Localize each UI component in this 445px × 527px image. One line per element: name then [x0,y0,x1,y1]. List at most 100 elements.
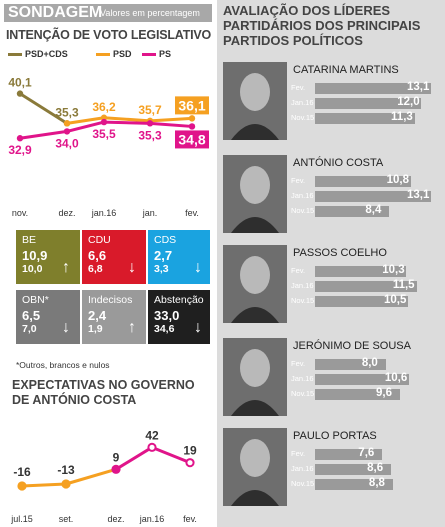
data-label: 34,8 [178,131,205,147]
party-box: OBN* 6,5 7,0 ↓ [16,290,80,344]
data-label: 35,3 [138,128,162,142]
arrow-down-icon: ↓ [194,319,202,336]
x-tick-label: dez. [58,208,75,218]
data-point [63,128,71,135]
party-box: Indecisos 2,4 1,9 ↑ [82,290,146,344]
rating-value: 8,0 [361,357,378,369]
x-tick-label: jul.15 [10,514,33,524]
legend-label: PS [159,49,172,59]
legend-label: PSD [113,49,132,59]
rating-value: 13,1 [407,81,430,93]
party-name: CDS [154,234,177,246]
rating-bar [315,176,411,187]
period-label: Fev. [291,449,306,458]
period-label: Fev. [291,83,306,92]
party-value-previous: 34,6 [154,323,175,335]
leader-photo [223,428,287,506]
party-box: CDU 6,6 6,8 ↓ [82,230,146,284]
legend-item-psd: PSD [96,49,132,59]
rating-row: Fev. 10,3 [291,264,445,279]
x-tick-label: dez. [107,514,124,524]
data-point [111,464,121,474]
data-label: -16 [13,465,31,479]
data-point [147,442,157,452]
leader-photo [223,245,287,323]
leader-name: ANTÓNIO COSTA [293,157,384,169]
rating-value: 13,1 [407,189,430,201]
x-tick-label: fev. [185,208,199,218]
arrow-down-icon: ↓ [128,259,136,276]
legend-item-psd-cds: PSD+CDS [8,49,68,59]
leaders-title: AVALIAÇÃO DOS LÍDERES PARTIDÁRIOS DOS PR… [223,3,421,48]
party-box: BE 10,9 10,0 ↑ [16,230,80,284]
rating-row: Fev. 8,0 [291,357,445,372]
rating-row: Jan.16 10,6 [291,372,445,387]
party-name: Indecisos [88,294,133,306]
leader-card: JERÓNIMO DE SOUSA Fev. 8,0 Jan.16 10,6 Nov.15… [223,338,445,428]
legend-item-ps: PS [142,49,171,59]
period-label: Jan.16 [291,374,314,383]
arrow-down-icon: ↓ [62,319,70,336]
period-label: Nov.15 [291,296,315,305]
party-box: Abstenção 33,0 34,6 ↓ [148,290,210,344]
data-point [17,481,27,491]
period-label: Fev. [291,266,306,275]
header-banner: SONDAGEM Valores em percentagem [4,4,212,22]
data-point [146,120,154,127]
vote-chart-legend: PSD+CDS PSD PS [6,48,212,62]
data-label: -13 [57,463,75,477]
rating-value: 11,3 [391,111,413,123]
x-tick-label: fev. [183,514,197,524]
party-value-previous: 1,9 [88,323,103,335]
rating-row: Fev. 10,8 [291,174,445,189]
party-value-current: 10,9 [22,248,48,263]
legend-label: PSD+CDS [25,49,68,59]
party-name: CDU [88,234,111,246]
leader-card: CATARINA MARTINS Fev. 13,1 Jan.16 12,0 Nov.15… [223,62,445,152]
legend-swatch [8,52,22,56]
rating-row: Fev. 13,1 [291,81,445,96]
rating-row: Jan.16 13,1 [291,189,445,204]
footnote: *Outros, brancos e nulos [16,360,110,370]
data-point [100,118,108,126]
period-label: Jan.16 [291,191,314,200]
period-label: Fev. [291,359,306,368]
rating-bar [315,389,400,400]
data-label: 34,0 [55,136,79,150]
leader-card: ANTÓNIO COSTA Fev. 10,8 Jan.16 13,1 Nov.15 8,4 [223,155,445,245]
header-subtitle: Valores em percentagem [100,8,200,18]
rating-bar [315,98,422,109]
data-label: 35,5 [92,127,116,141]
rating-bar [315,296,408,307]
rating-row: Jan.16 8,6 [291,462,445,477]
rating-value: 11,5 [392,279,415,291]
data-label: 35,7 [138,103,162,117]
rating-bar [315,281,417,292]
leader-name: JERÓNIMO DE SOUSA [293,340,411,352]
rating-bar [315,464,392,475]
rating-value: 10,3 [382,264,405,276]
last-value-box [175,130,209,149]
data-label: 35,3 [55,105,79,119]
x-tick-label: jan. [142,208,158,218]
data-label: 9 [113,450,120,464]
leader-name: PAULO PORTAS [293,430,377,442]
period-label: Nov.15 [291,113,315,122]
rating-bar [315,374,409,385]
data-point [61,479,71,489]
data-label: 40,1 [8,76,32,90]
period-label: Jan.16 [291,98,314,107]
party-value-current: 6,5 [22,308,41,323]
party-name: Abstenção [154,294,204,306]
party-value-previous: 7,0 [22,323,37,335]
series-line-1 [66,116,193,125]
rating-row: Nov.15 9,6 [291,387,445,402]
leader-photo [223,62,287,140]
data-point [188,123,196,130]
leader-photo [223,155,287,233]
rating-row: Fev. 7,6 [291,447,445,462]
rating-value: 8,8 [368,477,385,489]
arrow-up-icon: ↑ [128,319,136,336]
period-label: Nov.15 [291,206,315,215]
party-value-current: 33,0 [154,308,180,323]
